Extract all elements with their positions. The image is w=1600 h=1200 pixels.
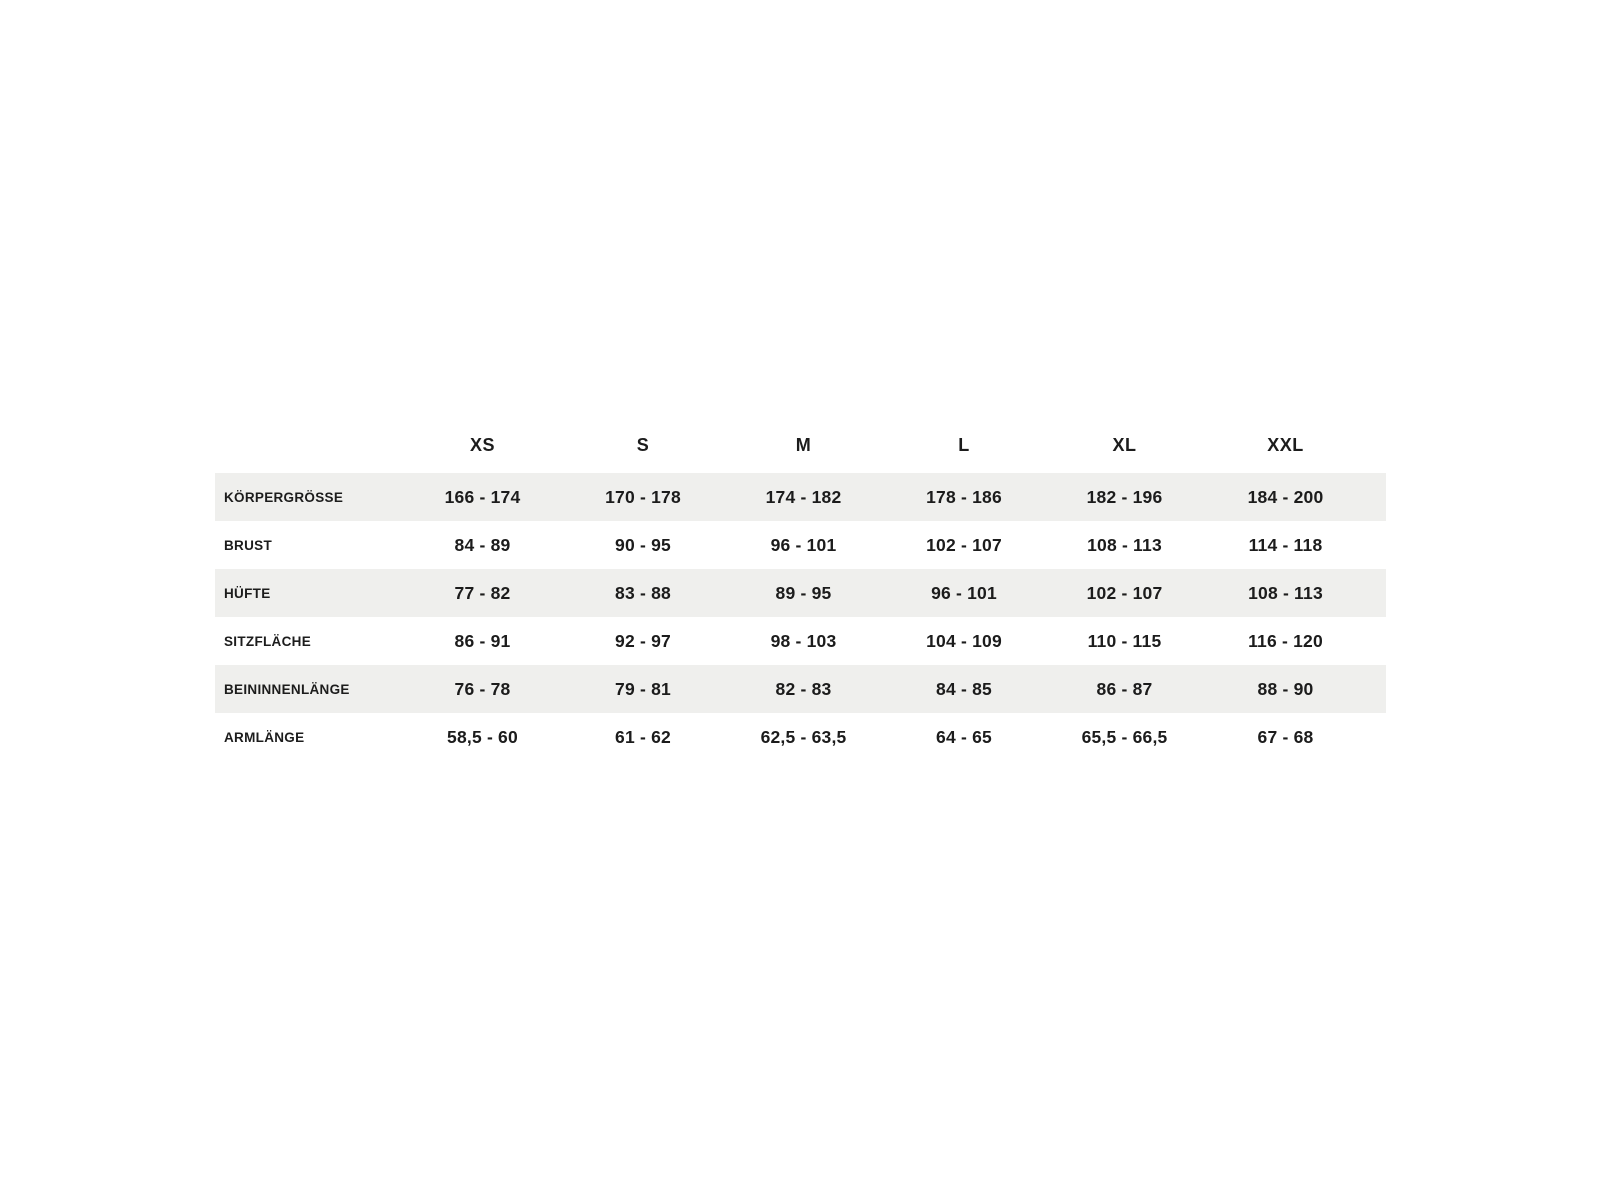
value-cell: 64 - 65 bbox=[936, 726, 992, 747]
value-cell: 82 - 83 bbox=[775, 678, 832, 699]
value-cell: 88 - 90 bbox=[1257, 678, 1314, 699]
size-chart: XS S M L XL XXL KÖRPERGRÖSSE 166 - 174 1… bbox=[215, 418, 1386, 761]
row-label-sitzflaeche: SITZFLÄCHE bbox=[224, 633, 311, 649]
value-cell: 96 - 101 bbox=[770, 534, 837, 555]
value-cell: 86 - 91 bbox=[454, 630, 511, 651]
value-cell: 76 - 78 bbox=[454, 678, 511, 699]
size-column-header-m: M bbox=[795, 435, 812, 455]
measurement-row-brust: BRUST 84 - 89 90 - 95 96 - 101 102 - 107… bbox=[215, 521, 1386, 569]
value-cell: 182 - 196 bbox=[1086, 486, 1163, 507]
value-cell: 90 - 95 bbox=[615, 534, 671, 555]
corner-cell bbox=[215, 418, 402, 473]
value-cell: 77 - 82 bbox=[454, 582, 511, 603]
value-cell: 102 - 107 bbox=[1086, 582, 1163, 603]
value-cell: 61 - 62 bbox=[615, 726, 671, 747]
value-cell: 96 - 101 bbox=[931, 582, 997, 603]
value-cell: 84 - 85 bbox=[936, 678, 992, 699]
row-label-beininnenlaenge: BEININNENLÄNGE bbox=[224, 681, 350, 697]
value-cell: 67 - 68 bbox=[1257, 726, 1314, 747]
value-cell: 170 - 178 bbox=[605, 486, 681, 507]
value-cell: 178 - 186 bbox=[926, 486, 1002, 507]
value-cell: 62,5 - 63,5 bbox=[760, 726, 847, 747]
value-cell: 86 - 87 bbox=[1096, 678, 1153, 699]
value-cell: 184 - 200 bbox=[1247, 486, 1324, 507]
value-cell: 114 - 118 bbox=[1248, 534, 1323, 555]
value-cell: 110 - 115 bbox=[1087, 630, 1162, 651]
value-cell: 79 - 81 bbox=[615, 678, 671, 699]
measurement-row-huefte: HÜFTE 77 - 82 83 - 88 89 - 95 96 - 101 1… bbox=[215, 569, 1386, 617]
value-cell: 58,5 - 60 bbox=[447, 726, 518, 747]
measurement-row-armlaenge: ARMLÄNGE 58,5 - 60 61 - 62 62,5 - 63,5 6… bbox=[215, 713, 1386, 761]
value-cell: 65,5 - 66,5 bbox=[1081, 726, 1168, 747]
size-column-header-l: L bbox=[958, 435, 970, 455]
size-column-header-xs: XS bbox=[469, 435, 495, 455]
measurement-row-koerpergroesse: KÖRPERGRÖSSE 166 - 174 170 - 178 174 - 1… bbox=[215, 473, 1386, 521]
size-column-header-xl: XL bbox=[1112, 435, 1137, 455]
value-cell: 108 - 113 bbox=[1248, 582, 1323, 603]
value-cell: 84 - 89 bbox=[454, 534, 511, 555]
row-label-brust: BRUST bbox=[224, 537, 272, 553]
size-column-header-s: S bbox=[636, 435, 650, 455]
size-header-row: XS S M L XL XXL bbox=[215, 418, 1386, 473]
value-cell: 89 - 95 bbox=[775, 582, 832, 603]
value-cell: 108 - 113 bbox=[1087, 534, 1162, 555]
value-cell: 166 - 174 bbox=[444, 486, 521, 507]
value-cell: 104 - 109 bbox=[926, 630, 1002, 651]
value-cell: 174 - 182 bbox=[765, 486, 842, 507]
row-label-huefte: HÜFTE bbox=[224, 585, 271, 601]
measurement-row-sitzflaeche: SITZFLÄCHE 86 - 91 92 - 97 98 - 103 104 … bbox=[215, 617, 1386, 665]
size-column-header-xxl: XXL bbox=[1267, 435, 1304, 455]
measurement-row-beininnenlaenge: BEININNENLÄNGE 76 - 78 79 - 81 82 - 83 8… bbox=[215, 665, 1386, 713]
value-cell: 98 - 103 bbox=[770, 630, 837, 651]
row-label-armlaenge: ARMLÄNGE bbox=[224, 729, 305, 745]
row-label-koerpergroesse: KÖRPERGRÖSSE bbox=[224, 489, 344, 505]
value-cell: 102 - 107 bbox=[926, 534, 1002, 555]
value-cell: 92 - 97 bbox=[615, 630, 671, 651]
value-cell: 83 - 88 bbox=[615, 582, 671, 603]
size-chart-table: XS S M L XL XXL KÖRPERGRÖSSE 166 - 174 1… bbox=[215, 418, 1386, 761]
value-cell: 116 - 120 bbox=[1248, 630, 1323, 651]
